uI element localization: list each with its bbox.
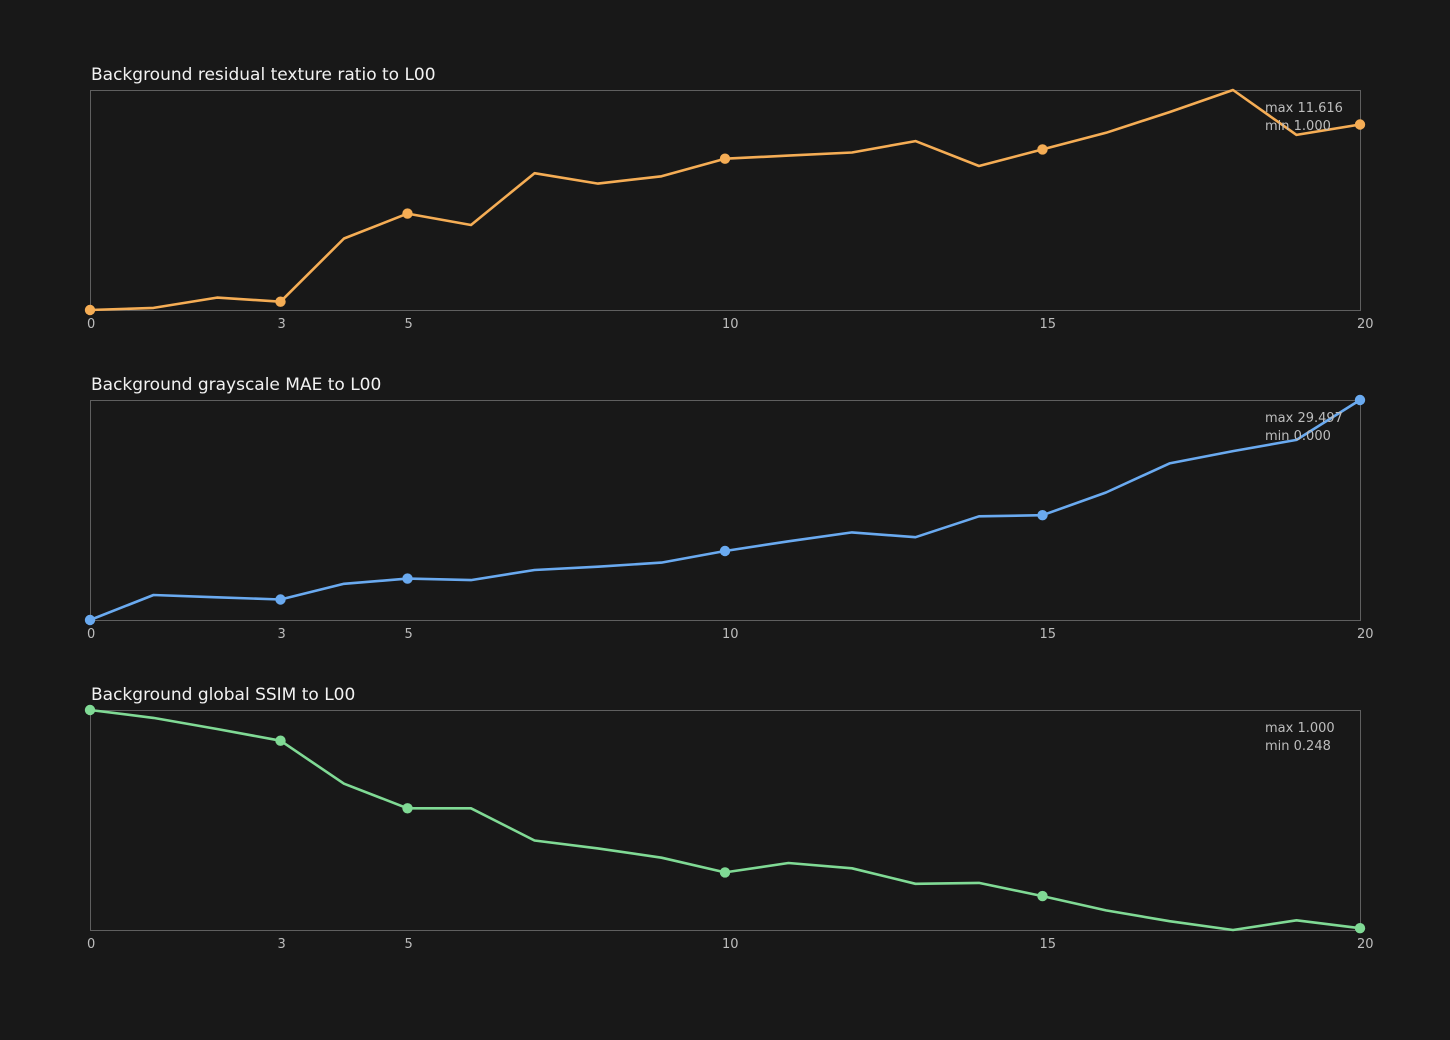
x-tick-label: 20 [1357, 317, 1374, 332]
plot-frame [90, 90, 1361, 311]
chart-title: Background grayscale MAE to L00 [91, 375, 381, 395]
stat-max: max 29.497 [1265, 411, 1343, 426]
x-tick-label: 15 [1040, 937, 1057, 952]
chart-title: Background residual texture ratio to L00 [91, 65, 436, 85]
data-point [84, 304, 96, 316]
stat-min: min 0.248 [1265, 739, 1331, 754]
chart-1: Background residual texture ratio to L00… [84, 65, 1374, 332]
data-point [275, 735, 286, 746]
stat-max: max 1.000 [1265, 721, 1335, 736]
x-tick-label: 3 [278, 317, 286, 332]
data-point [1354, 394, 1366, 406]
x-tick-label: 10 [722, 627, 739, 642]
data-point [275, 594, 286, 605]
chart-2: Background grayscale MAE to L00 0 3 5 10 15 20… [84, 375, 1374, 642]
data-point [1037, 890, 1048, 902]
data-point [84, 614, 96, 626]
data-point [275, 296, 286, 307]
data-point [1354, 923, 1366, 934]
x-tick-label: 3 [278, 627, 286, 642]
data-point [402, 208, 413, 219]
x-tick-label: 10 [722, 937, 739, 952]
chart-title: Background global SSIM to L00 [91, 685, 355, 705]
x-tick-label: 5 [405, 937, 413, 952]
data-point [402, 573, 413, 584]
x-tick-label: 20 [1357, 627, 1374, 642]
plot-frame [90, 710, 1361, 931]
data-point [719, 545, 731, 557]
x-tick-label: 5 [405, 317, 413, 332]
data-point [1037, 144, 1048, 155]
data-point [719, 153, 731, 164]
x-tick-label: 15 [1040, 627, 1057, 642]
x-tick-label: 3 [278, 937, 286, 952]
data-point [719, 867, 731, 878]
x-tick-label: 10 [722, 317, 739, 332]
x-tick-label: 20 [1357, 937, 1374, 952]
series-line [88, 398, 1362, 622]
series-line [88, 88, 1362, 312]
x-tick-label: 0 [87, 627, 95, 642]
data-point [1037, 510, 1048, 521]
data-point [1354, 119, 1366, 130]
data-point [402, 803, 413, 814]
stat-min: min 0.000 [1265, 429, 1331, 444]
data-point [84, 704, 96, 716]
x-tick-label: 5 [405, 627, 413, 642]
x-tick-label: 0 [87, 937, 95, 952]
stat-min: min 1.000 [1265, 119, 1331, 134]
x-tick-label: 0 [87, 317, 95, 332]
plot-frame [90, 400, 1361, 621]
chart-3: Background global SSIM to L00 0 3 5 10 15 20 ma… [84, 685, 1374, 952]
x-tick-label: 15 [1040, 317, 1057, 332]
stat-max: max 11.616 [1265, 101, 1343, 116]
